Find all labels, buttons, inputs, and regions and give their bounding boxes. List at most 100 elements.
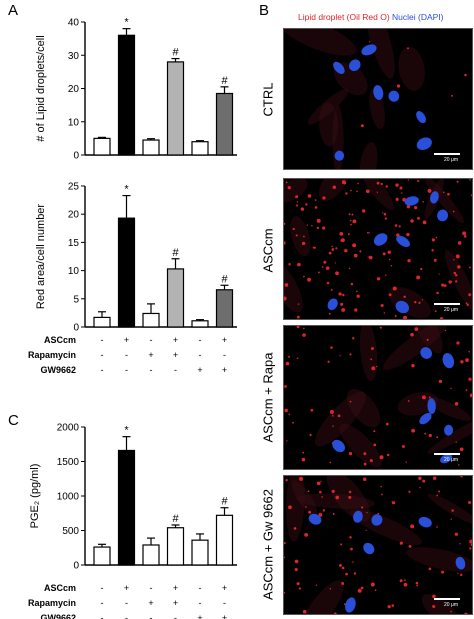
micrograph-asccm-gw9662: 20 μm <box>283 475 473 615</box>
lipid-droplet <box>288 355 291 358</box>
significance-mark: * <box>124 17 129 29</box>
lipid-droplet <box>350 547 353 551</box>
lipid-droplet <box>329 409 334 414</box>
treatment-sign: - <box>150 583 153 593</box>
lipid-droplet <box>422 200 425 203</box>
lipid-droplet <box>443 284 447 288</box>
lipid-droplet <box>309 433 312 437</box>
lipid-droplet <box>337 414 341 418</box>
lipid-droplet <box>373 443 377 447</box>
y-tick-label: 40 <box>68 18 80 29</box>
y-tick-label: 20 <box>68 84 80 95</box>
lipid-droplet <box>381 493 383 496</box>
lipid-droplet <box>295 234 298 237</box>
lipid-droplet <box>414 300 417 304</box>
lipid-droplet <box>386 453 390 457</box>
lipid-droplet <box>442 191 445 194</box>
cell-body <box>427 493 472 526</box>
lipid-droplet <box>348 451 353 456</box>
bar <box>142 139 160 156</box>
y-tick-label: 0 <box>73 561 79 572</box>
legend-lipid: Lipid droplet (Oil Red O) <box>298 12 390 22</box>
bar <box>93 137 111 156</box>
lipid-droplet <box>373 430 376 433</box>
lipid-droplet <box>316 481 321 486</box>
lipid-droplet <box>303 275 305 278</box>
y-tick-label: 2000 <box>57 423 80 434</box>
bar <box>215 514 234 566</box>
lipid-droplet <box>462 231 467 236</box>
bar <box>215 289 234 328</box>
lipid-droplet <box>470 543 472 546</box>
nucleus <box>396 235 411 248</box>
lipid-droplet <box>353 572 357 575</box>
lipid-droplet <box>363 452 367 456</box>
lipid-droplet <box>450 387 452 390</box>
cell-body <box>326 476 371 522</box>
lipid-droplet <box>426 338 429 341</box>
lipid-droplet <box>318 513 323 517</box>
bar <box>142 544 160 566</box>
lipid-droplet <box>454 532 458 536</box>
lipid-droplet <box>332 425 334 427</box>
lipid-droplet <box>352 337 355 340</box>
cell-body <box>346 388 381 428</box>
y-axis-label: PGE₂ (pg/ml) <box>29 464 41 529</box>
lipid-droplet <box>453 271 457 275</box>
lipid-droplet <box>325 266 330 271</box>
lipid-droplet <box>394 315 397 317</box>
lipid-droplet <box>294 567 298 572</box>
lipid-droplet <box>349 219 352 222</box>
lipid-droplet <box>385 185 388 188</box>
lipid-droplet <box>321 496 323 498</box>
scale-bar <box>434 453 460 455</box>
lipid-droplet <box>436 526 438 528</box>
lipid-droplet <box>399 541 403 545</box>
lipid-droplet <box>414 205 418 210</box>
nucleus <box>361 44 377 56</box>
lipid-droplet <box>380 468 382 469</box>
lipid-droplet <box>454 274 458 277</box>
lipid-droplet <box>363 462 367 466</box>
lipid-droplet <box>371 366 376 371</box>
lipid-droplet <box>468 266 471 269</box>
lipid-droplet <box>339 355 341 357</box>
treatment-row-label: Rapamycin <box>28 598 76 608</box>
lipid-droplet <box>447 192 450 196</box>
lipid-droplet <box>459 447 464 452</box>
lipid-droplet <box>368 255 373 260</box>
lipid-droplet <box>374 589 377 592</box>
lipid-droplet <box>311 224 313 227</box>
cell-body <box>300 580 344 614</box>
lipid-droplet <box>392 286 397 291</box>
panel-label-c: C <box>8 412 19 429</box>
lipid-droplet <box>350 223 352 226</box>
lipid-droplet <box>382 212 384 214</box>
treatment-sign: - <box>125 350 128 360</box>
nucleus <box>334 150 345 161</box>
cell-body <box>427 411 472 454</box>
treatment-sign: - <box>150 613 153 619</box>
lipid-droplet <box>302 609 307 614</box>
lipid-droplet <box>436 494 439 497</box>
lipid-droplet <box>288 263 291 266</box>
lipid-droplet <box>464 612 468 614</box>
lipid-droplet <box>315 584 318 586</box>
nucleus <box>419 412 432 425</box>
lipid-droplet <box>284 296 287 301</box>
lipid-droplet <box>341 308 346 312</box>
lipid-droplet <box>407 400 410 402</box>
lipid-droplet <box>328 251 332 255</box>
lipid-droplet <box>460 476 463 478</box>
lipid-droplet <box>428 433 432 438</box>
lipid-droplet <box>353 253 358 258</box>
scale-bar <box>434 303 460 305</box>
treatment-sign: + <box>173 583 178 593</box>
lipid-droplet <box>433 258 437 262</box>
lipid-droplet <box>349 400 352 403</box>
significance-mark: # <box>221 75 228 87</box>
lipid-droplet <box>295 195 299 199</box>
bar <box>166 527 185 566</box>
lipid-droplet <box>377 512 380 515</box>
